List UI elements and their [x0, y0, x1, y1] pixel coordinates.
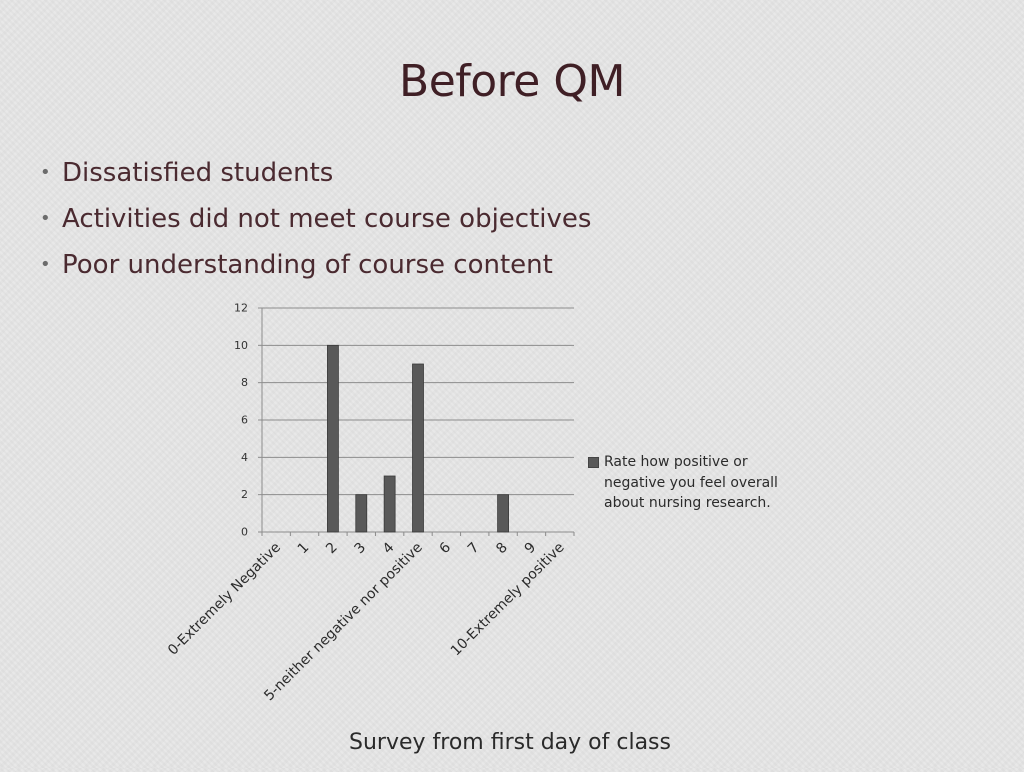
- bullet-list: • Dissatisfied students • Activities did n…: [40, 150, 591, 288]
- y-tick-label: 6: [241, 414, 248, 427]
- x-tick-label: 9: [522, 540, 540, 558]
- x-tick-label: 4: [380, 539, 398, 557]
- x-tick-label: 2: [323, 540, 341, 558]
- x-tick-label: 8: [493, 540, 511, 558]
- bullet-dot-icon: •: [40, 162, 51, 183]
- bullet-dot-icon: •: [40, 208, 51, 229]
- bullet-text: Poor understanding of course content: [62, 250, 553, 280]
- bullet-item: • Activities did not meet course objectiv…: [40, 196, 591, 242]
- bullet-item: • Poor understanding of course content: [40, 242, 591, 288]
- bar: [355, 494, 368, 533]
- x-tick-label: 3: [351, 540, 369, 558]
- x-tick-label: 1: [295, 540, 313, 558]
- y-tick-label: 4: [241, 451, 248, 464]
- legend-swatch: [588, 457, 599, 468]
- bullet-dot-icon: •: [40, 254, 51, 275]
- x-tick-label: 6: [437, 539, 455, 557]
- bar: [412, 363, 424, 533]
- y-tick-label: 10: [234, 339, 248, 352]
- y-tick-label: 8: [241, 376, 248, 389]
- x-tick-label: 0-Extremely Negative: [165, 540, 284, 659]
- x-tick-label: 7: [465, 540, 483, 558]
- bar: [327, 344, 339, 533]
- bullet-text: Activities did not meet course objective…: [62, 204, 592, 234]
- bar: [497, 494, 509, 533]
- y-tick-label: 12: [234, 302, 248, 315]
- y-tick-label: 2: [241, 488, 248, 501]
- page-title: Before QM: [399, 56, 625, 107]
- x-tick-label: 5-neither negative nor positive: [261, 540, 426, 705]
- bullet-text: Dissatisfied students: [62, 158, 334, 188]
- bullet-item: • Dissatisfied students: [40, 150, 591, 196]
- legend-label: Rate how positive or negative you feel o…: [604, 454, 778, 511]
- x-tick-label: 10-Extremely positive: [448, 540, 568, 660]
- y-tick-label: 0: [241, 526, 248, 539]
- chart-caption: Survey from first day of class: [349, 730, 671, 755]
- bar: [383, 475, 396, 533]
- chart-legend: Rate how positive or negative you feel o…: [588, 452, 788, 514]
